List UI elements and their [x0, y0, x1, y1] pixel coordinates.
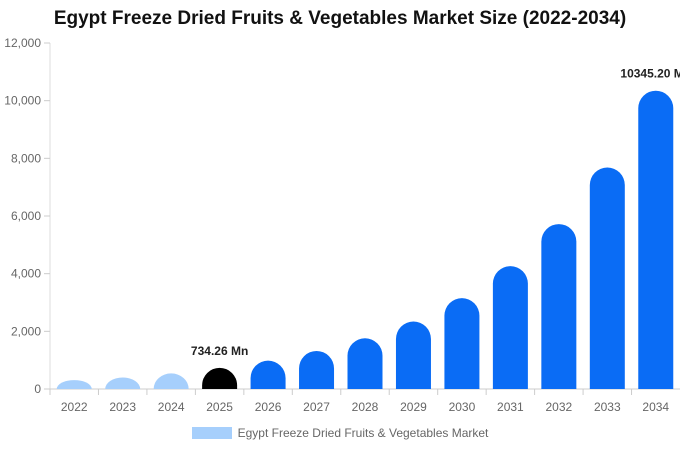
x-tick-label: 2033 [594, 400, 621, 414]
y-tick-label: 12,000 [4, 36, 41, 50]
chart-title: Egypt Freeze Dried Fruits & Vegetables M… [53, 8, 627, 29]
x-tick-label: 2022 [61, 400, 88, 414]
legend-label: Egypt Freeze Dried Fruits & Vegetables M… [237, 426, 489, 440]
x-tick-label: 2027 [303, 400, 330, 414]
bar-2033[interactable] [589, 167, 625, 389]
y-tick-label: 10,000 [4, 94, 41, 108]
y-axis: 0 2,000 4,000 6,000 8,000 10,000 12,000 [4, 36, 51, 396]
y-tick-label: 6,000 [11, 209, 41, 223]
data-labels: 734.26 Mn 10345.20 Mn [191, 67, 680, 358]
y-tick-label: 0 [34, 382, 41, 396]
bar-2034[interactable] [638, 90, 674, 389]
legend-swatch [191, 427, 232, 439]
bar-2027[interactable] [299, 350, 335, 389]
bar-2025[interactable] [202, 367, 238, 389]
y-tick-label: 4,000 [11, 267, 41, 281]
x-tick-label: 2025 [206, 400, 233, 414]
bar-2028[interactable] [347, 338, 383, 389]
bar-2022[interactable] [56, 380, 92, 389]
x-tick-label: 2030 [449, 400, 476, 414]
bar-2029[interactable] [395, 321, 431, 389]
x-axis: 2022 2023 2024 2025 2026 2027 2028 2029 2030 2031… [49, 388, 680, 414]
bar-2032[interactable] [541, 224, 577, 389]
x-tick-label: 2029 [400, 400, 427, 414]
bar-2023[interactable] [105, 377, 141, 389]
bar-2030[interactable] [444, 298, 480, 389]
x-tick-label: 2028 [352, 400, 379, 414]
x-tick-label: 2024 [158, 400, 185, 414]
bar-2024[interactable] [153, 373, 189, 389]
y-tick-label: 8,000 [11, 151, 41, 165]
bars [56, 90, 674, 389]
bar-2026[interactable] [250, 360, 286, 389]
x-tick-label: 2032 [545, 400, 572, 414]
x-tick-label: 2031 [497, 400, 524, 414]
y-tick-label: 2,000 [11, 324, 41, 338]
x-tick-label: 2023 [109, 400, 136, 414]
data-label: 734.26 Mn [191, 344, 248, 358]
x-tick-label: 2034 [642, 400, 669, 414]
x-tick-label: 2026 [255, 400, 282, 414]
data-label: 10345.20 Mn [620, 67, 680, 81]
bar-2031[interactable] [492, 266, 528, 389]
legend[interactable]: Egypt Freeze Dried Fruits & Vegetables M… [0, 426, 680, 440]
